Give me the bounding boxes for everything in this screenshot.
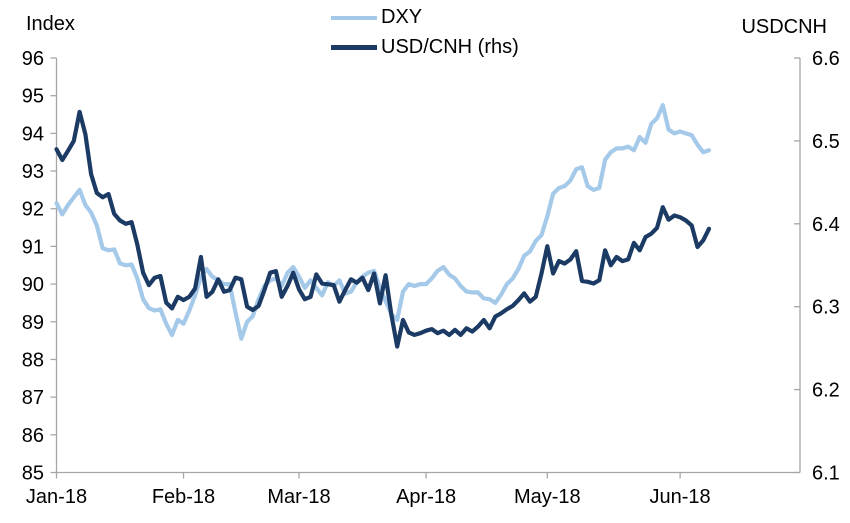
chart-legend: DXY USD/CNH (rhs): [331, 7, 519, 58]
x-axis-tick-label: Feb-18: [152, 486, 215, 508]
x-axis-tick-label: Apr-18: [396, 486, 456, 508]
x-axis-tick-label: Jan-18: [26, 486, 87, 508]
right-axis-tick-label: 6.5: [812, 131, 840, 153]
right-axis-title: USDCNH: [741, 16, 827, 38]
left-axis-tick-label: 90: [22, 274, 44, 296]
legend-item-dxy: DXY: [331, 7, 519, 28]
legend-label-usdcnh: USD/CNH (rhs): [381, 36, 519, 58]
right-axis-tick-label: 6.1: [812, 463, 840, 485]
left-axis-tick-label: 91: [22, 236, 44, 258]
right-axis-tick-label: 6.6: [812, 48, 840, 70]
left-axis-tick-label: 86: [22, 425, 44, 447]
x-axis-tick-label: May-18: [514, 486, 581, 508]
usdcnh-series-line: [54, 109, 712, 349]
x-axis-tick-label: Jun-18: [650, 486, 711, 508]
left-axis-title: Index: [26, 13, 75, 35]
left-axis-tick-label: 88: [22, 350, 44, 372]
dxy-series-line: [54, 102, 712, 341]
usdcnh-line-swatch: [331, 45, 377, 50]
left-axis-tick-label: 96: [22, 48, 44, 70]
left-axis-tick-label: 95: [22, 86, 44, 108]
right-axis-tick-label: 6.2: [812, 380, 840, 402]
right-axis-tick-label: 6.3: [812, 297, 840, 319]
left-axis-tick-label: 92: [22, 199, 44, 221]
left-axis-tick-label: 93: [22, 161, 44, 183]
left-axis-tick-label: 87: [22, 387, 44, 409]
legend-item-usdcnh: USD/CNH (rhs): [331, 37, 519, 58]
left-axis-tick-label: 85: [22, 463, 44, 485]
left-axis-tick-label: 94: [22, 123, 44, 145]
x-axis-tick-label: Mar-18: [267, 486, 330, 508]
left-axis-tick-label: 89: [22, 312, 44, 334]
dxy-line-swatch: [331, 15, 377, 20]
right-axis-tick-label: 6.4: [812, 214, 840, 236]
legend-label-dxy: DXY: [381, 6, 423, 28]
